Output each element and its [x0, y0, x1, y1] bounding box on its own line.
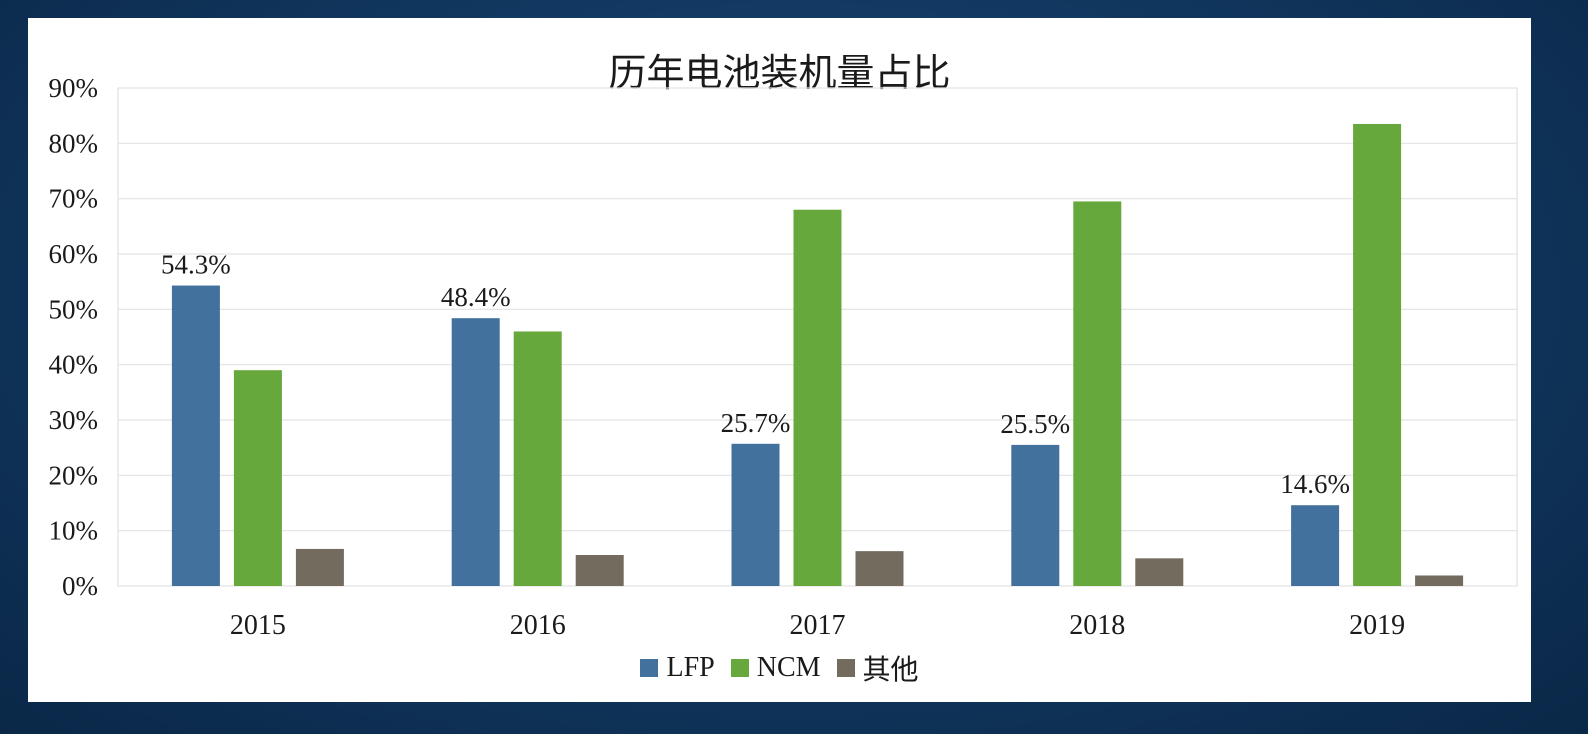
bar-ncm-2019: [1353, 123, 1402, 586]
bar-lfp-2019: [1291, 505, 1340, 586]
y-tick-label: 60%: [49, 239, 99, 269]
bar-ncm-2016: [513, 331, 562, 586]
x-tick-label: 2015: [230, 610, 286, 641]
y-tick-label: 30%: [49, 405, 99, 435]
y-tick-label: 0%: [62, 571, 98, 601]
y-tick-label: 50%: [49, 294, 99, 324]
legend-swatch-other: [836, 659, 855, 677]
legend-item-ncm: NCM: [730, 652, 821, 684]
y-tick-label: 70%: [49, 184, 99, 214]
y-tick-label: 80%: [49, 128, 99, 158]
legend: LFP NCM 其他: [28, 648, 1531, 688]
data-label: 54.3%: [161, 250, 231, 280]
legend-label-ncm: NCM: [756, 652, 821, 683]
bar-lfp-2017: [731, 443, 780, 586]
bar-其他-2016: [575, 555, 624, 586]
bar-lfp-2015: [171, 285, 220, 586]
y-tick-label: 20%: [49, 460, 99, 490]
bar-chart: 0% 10% 20% 30% 40% 50% 60% 70% 80% 90% 54.3% 2015 48…: [49, 73, 1518, 641]
legend-item-other: 其他: [836, 648, 919, 688]
x-tick-label: 2019: [1349, 610, 1405, 641]
legend-label-lfp: LFP: [666, 652, 715, 683]
y-tick-label: 10%: [49, 516, 99, 546]
bar-ncm-2018: [1073, 201, 1122, 586]
x-tick-label: 2016: [510, 610, 566, 641]
bar-lfp-2016: [451, 318, 500, 586]
data-label: 25.5%: [1000, 409, 1070, 439]
data-label: 25.7%: [721, 408, 791, 438]
bar-其他-2019: [1415, 575, 1464, 586]
bar-ncm-2017: [793, 209, 842, 586]
bar-其他-2015: [295, 548, 344, 586]
x-tick-label: 2018: [1069, 610, 1125, 641]
bar-其他-2018: [1135, 558, 1184, 586]
bar-ncm-2015: [233, 370, 282, 586]
bar-lfp-2018: [1011, 444, 1060, 586]
y-tick-label: 90%: [49, 73, 99, 103]
bar-其他-2017: [855, 551, 904, 586]
legend-swatch-ncm: [730, 659, 749, 677]
legend-label-other: 其他: [862, 653, 919, 686]
legend-item-lfp: LFP: [640, 652, 715, 684]
x-tick-label: 2017: [790, 610, 846, 641]
data-label: 14.6%: [1280, 469, 1350, 499]
chart-panel: 历年电池装机量占比 0% 10% 20% 30% 40% 50% 60% 70% 80% 90% 5…: [28, 18, 1531, 702]
legend-swatch-lfp: [640, 659, 659, 677]
y-tick-label: 40%: [49, 350, 99, 380]
data-label: 48.4%: [441, 282, 511, 312]
